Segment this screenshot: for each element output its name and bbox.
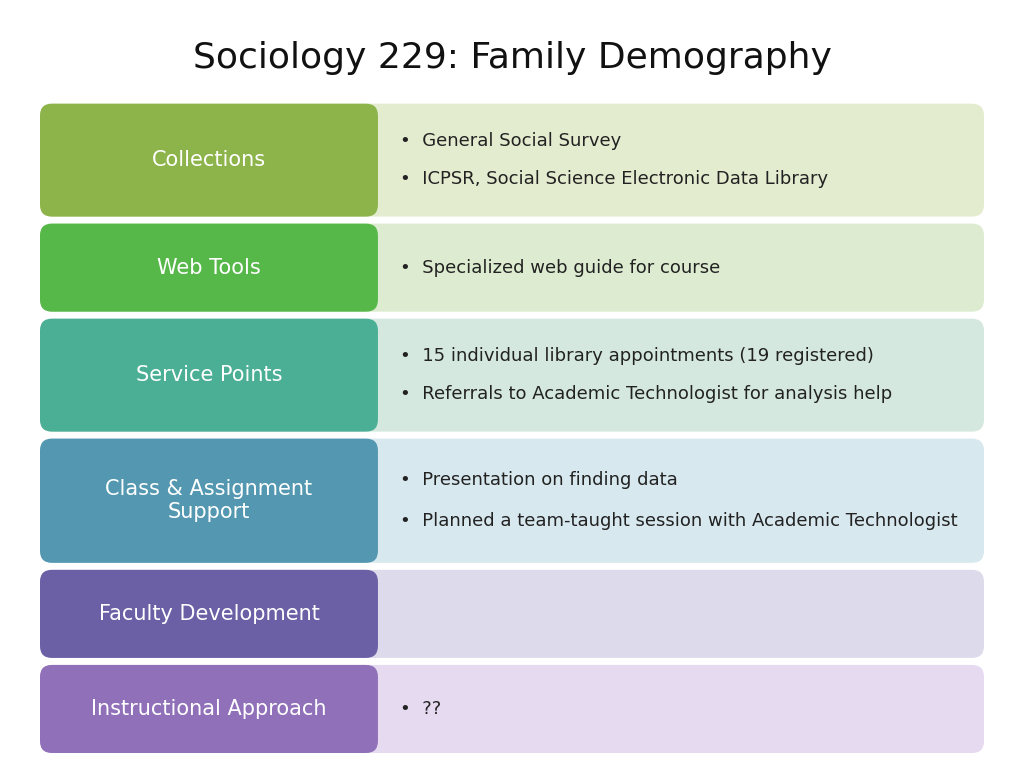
Text: Instructional Approach: Instructional Approach bbox=[91, 699, 327, 719]
FancyBboxPatch shape bbox=[40, 439, 378, 563]
Text: Sociology 229: Family Demography: Sociology 229: Family Demography bbox=[193, 41, 831, 74]
FancyBboxPatch shape bbox=[40, 570, 984, 658]
FancyBboxPatch shape bbox=[40, 439, 984, 563]
FancyBboxPatch shape bbox=[40, 104, 984, 217]
Text: Service Points: Service Points bbox=[136, 365, 283, 386]
Text: •  Planned a team-taught session with Academic Technologist: • Planned a team-taught session with Aca… bbox=[400, 512, 957, 531]
Text: Collections: Collections bbox=[152, 150, 266, 170]
FancyBboxPatch shape bbox=[40, 319, 378, 432]
Text: •  General Social Survey: • General Social Survey bbox=[400, 132, 622, 151]
FancyBboxPatch shape bbox=[40, 665, 378, 753]
FancyBboxPatch shape bbox=[40, 104, 378, 217]
FancyBboxPatch shape bbox=[40, 319, 984, 432]
FancyBboxPatch shape bbox=[40, 223, 378, 312]
Text: Class & Assignment
Support: Class & Assignment Support bbox=[105, 479, 312, 522]
Text: Web Tools: Web Tools bbox=[157, 257, 261, 278]
Text: •  Specialized web guide for course: • Specialized web guide for course bbox=[400, 259, 720, 276]
Text: •  ??: • ?? bbox=[400, 700, 441, 718]
Text: •  ICPSR, Social Science Electronic Data Library: • ICPSR, Social Science Electronic Data … bbox=[400, 170, 828, 188]
Text: Faculty Development: Faculty Development bbox=[98, 604, 319, 624]
FancyBboxPatch shape bbox=[40, 223, 984, 312]
FancyBboxPatch shape bbox=[40, 665, 984, 753]
Text: •  Presentation on finding data: • Presentation on finding data bbox=[400, 471, 678, 489]
Text: •  Referrals to Academic Technologist for analysis help: • Referrals to Academic Technologist for… bbox=[400, 385, 892, 403]
FancyBboxPatch shape bbox=[40, 570, 378, 658]
Text: •  15 individual library appointments (19 registered): • 15 individual library appointments (19… bbox=[400, 347, 873, 366]
